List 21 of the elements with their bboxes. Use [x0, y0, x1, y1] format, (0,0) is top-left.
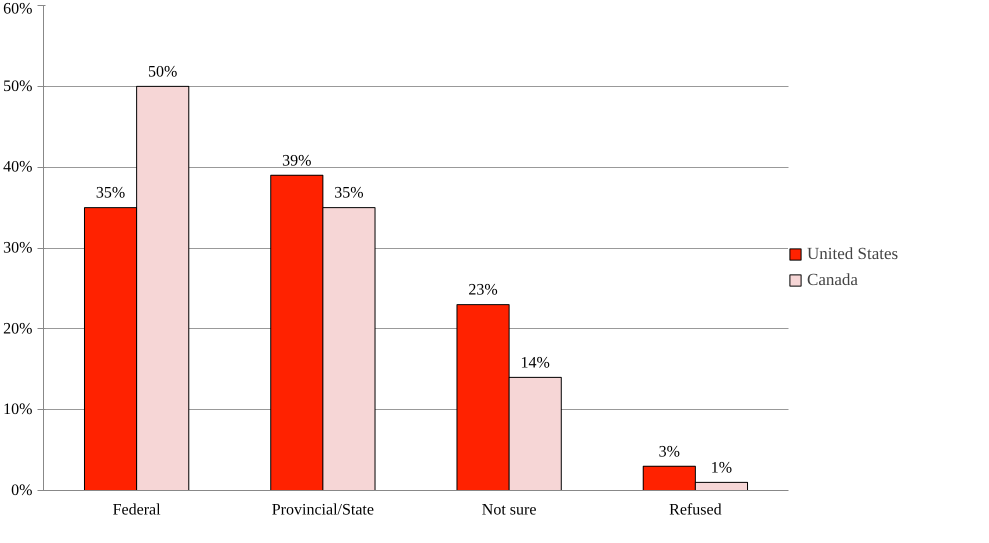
- x-tick-label: Provincial/State: [272, 502, 374, 518]
- data-label: 14%: [520, 354, 550, 372]
- data-label: 39%: [282, 152, 312, 170]
- data-label: 1%: [710, 459, 732, 476]
- y-tick-label: 10%: [3, 401, 32, 418]
- y-tick-label: 50%: [3, 78, 32, 95]
- x-tick-label: Not sure: [482, 502, 536, 518]
- data-label: 3%: [658, 443, 680, 460]
- y-tick-label: 20%: [3, 320, 32, 338]
- legend-label: United States: [807, 244, 898, 264]
- x-tick-label: Refused: [669, 502, 722, 518]
- legend-label: Canada: [807, 270, 858, 290]
- y-tick-label: 30%: [3, 240, 32, 256]
- data-label: 23%: [468, 282, 498, 299]
- data-label: 50%: [148, 63, 178, 80]
- y-tick-label: 60%: [3, 0, 32, 18]
- x-tick-label: Federal: [112, 502, 162, 518]
- y-tick-label: 40%: [3, 158, 32, 176]
- data-label: 35%: [96, 184, 126, 202]
- data-label: 35%: [334, 184, 364, 202]
- y-tick-label: 0%: [11, 482, 32, 499]
